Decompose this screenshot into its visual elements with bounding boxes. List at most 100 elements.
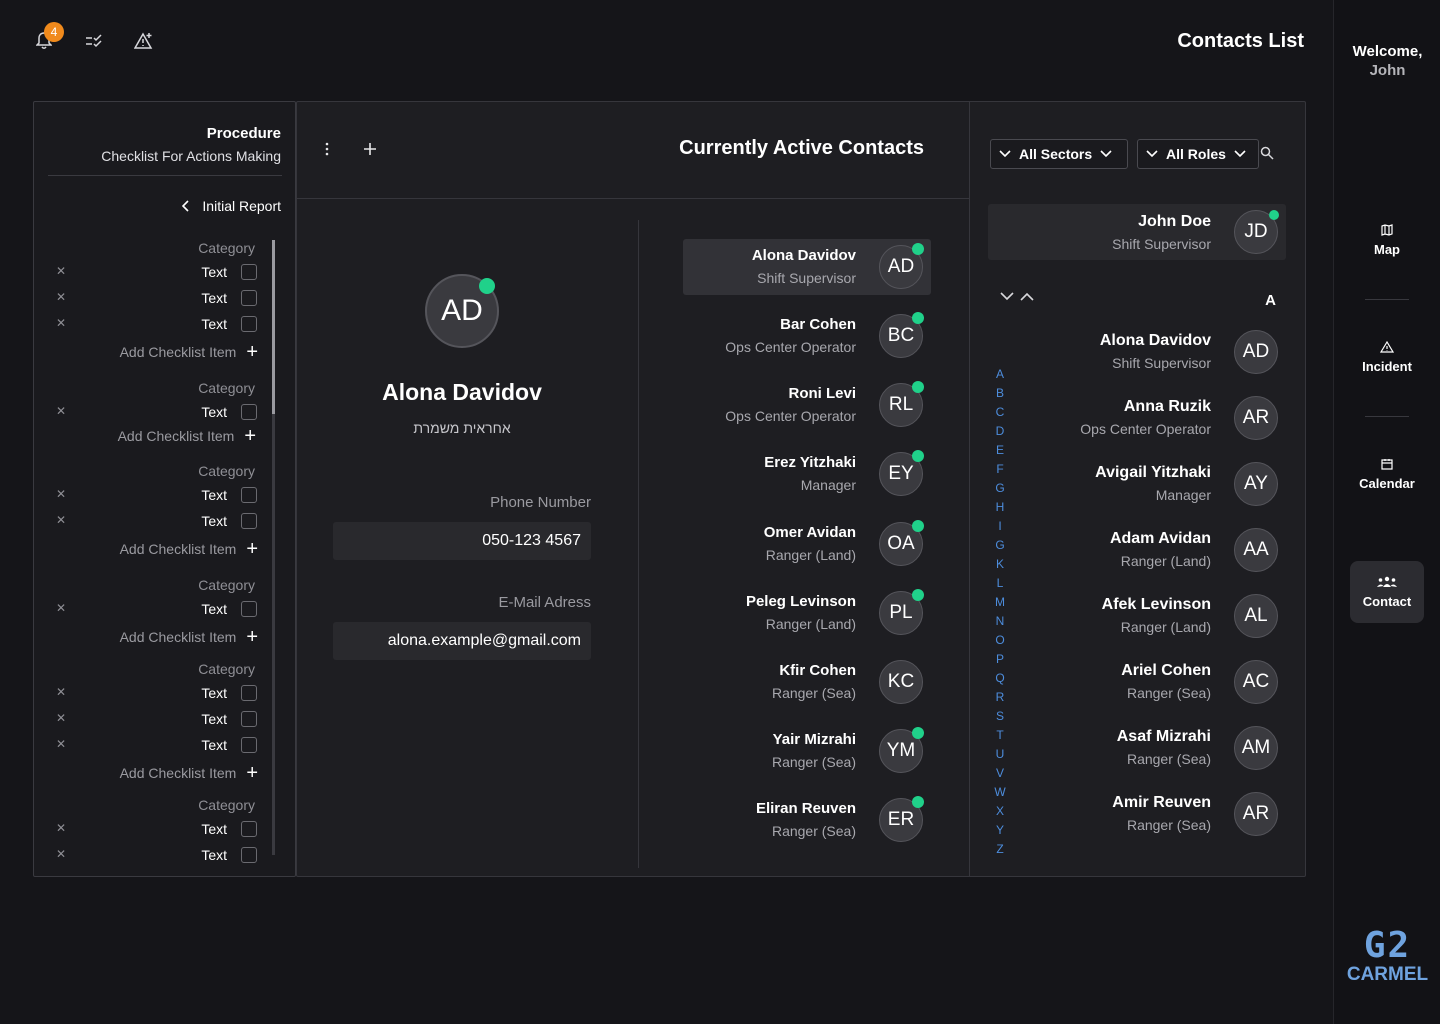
checklist-item: ✕ Text: [34, 684, 257, 704]
checklist-checkbox[interactable]: [241, 847, 257, 863]
checklist-checkbox[interactable]: [241, 821, 257, 837]
alphabet-letter[interactable]: H: [995, 500, 1005, 514]
alphabet-letter[interactable]: P: [995, 652, 1004, 666]
checklist-item-label: Text: [201, 601, 227, 617]
add-checklist-item-button[interactable]: Add Checklist Item +: [120, 627, 258, 647]
alphabet-letter[interactable]: Q: [995, 671, 1005, 685]
active-contact-item[interactable]: Bar Cohen Ops Center Operator BC: [683, 308, 931, 364]
checklist-checkbox[interactable]: [241, 711, 257, 727]
remove-item-icon[interactable]: ✕: [56, 847, 67, 861]
active-contact-item[interactable]: Kfir Cohen Ranger (Sea) KC: [683, 654, 931, 710]
rail-divider: [1365, 299, 1409, 300]
remove-item-icon[interactable]: ✕: [56, 316, 67, 330]
remove-item-icon[interactable]: ✕: [56, 404, 67, 418]
alphabet-letter[interactable]: K: [995, 557, 1004, 571]
directory-contact-item[interactable]: Amir Reuven Ranger (Sea) AR: [1030, 788, 1286, 844]
alphabet-letter[interactable]: O: [995, 633, 1005, 647]
active-contact-item[interactable]: Peleg Levinson Ranger (Land) PL: [683, 585, 931, 641]
alphabet-letter[interactable]: M: [995, 595, 1005, 609]
add-contact-button[interactable]: [363, 136, 377, 162]
checklist-checkbox[interactable]: [241, 487, 257, 503]
alphabet-letter[interactable]: W: [994, 785, 1006, 799]
alphabet-letter[interactable]: Z: [996, 842, 1004, 856]
checklist-checkbox[interactable]: [241, 737, 257, 753]
checklist-checkbox[interactable]: [241, 316, 257, 332]
directory-contact-item[interactable]: Ariel Cohen Ranger (Sea) AC: [1030, 656, 1286, 712]
rail-item-contact[interactable]: Contact: [1350, 561, 1424, 623]
remove-item-icon[interactable]: ✕: [56, 290, 67, 304]
directory-contact-item[interactable]: Afek Levinson Ranger (Land) AL: [1030, 590, 1286, 646]
alphabet-letter[interactable]: B: [995, 386, 1004, 400]
directory-contact-item[interactable]: Adam Avidan Ranger (Land) AA: [1030, 524, 1286, 580]
phone-field[interactable]: 050-123 4567: [333, 522, 591, 560]
checklist-checkbox[interactable]: [241, 513, 257, 529]
checklist-checkbox[interactable]: [241, 290, 257, 306]
roles-dropdown[interactable]: All Roles: [1137, 139, 1259, 169]
scrollbar[interactable]: [272, 240, 275, 855]
alphabet-letter[interactable]: N: [995, 614, 1005, 628]
checklist-button[interactable]: [84, 30, 104, 52]
add-checklist-item-button[interactable]: Add Checklist Item +: [118, 426, 256, 446]
scrollbar-thumb[interactable]: [272, 240, 275, 414]
email-field[interactable]: alona.example@gmail.com: [333, 622, 591, 660]
alphabet-letter[interactable]: X: [995, 804, 1004, 818]
sort-up-icon[interactable]: [1020, 292, 1034, 301]
active-contact-item[interactable]: Roni Levi Ops Center Operator RL: [683, 377, 931, 433]
sectors-dropdown[interactable]: All Sectors: [990, 139, 1128, 169]
current-user-card[interactable]: John Doe Shift Supervisor JD: [988, 204, 1286, 260]
checklist-checkbox[interactable]: [241, 264, 257, 280]
alphabet-letter[interactable]: R: [995, 690, 1005, 704]
alphabet-letter[interactable]: F: [996, 462, 1004, 476]
sort-controls: [1000, 292, 1034, 301]
checklist-item: ✕ Text: [34, 710, 257, 730]
active-contact-item[interactable]: Eliran Reuven Ranger (Sea) ER: [683, 792, 931, 848]
checklist-checkbox[interactable]: [241, 685, 257, 701]
back-button[interactable]: Initial Report: [182, 198, 281, 214]
alphabet-letter[interactable]: C: [995, 405, 1005, 419]
active-contact-item[interactable]: Alona Davidov Shift Supervisor AD: [683, 239, 931, 295]
search-button[interactable]: [1260, 146, 1274, 165]
add-checklist-item-button[interactable]: Add Checklist Item +: [120, 539, 258, 559]
alphabet-letter[interactable]: Y: [995, 823, 1004, 837]
sort-down-icon[interactable]: [1000, 292, 1014, 301]
remove-item-icon[interactable]: ✕: [56, 737, 67, 751]
alphabet-letter[interactable]: G: [995, 538, 1005, 552]
remove-item-icon[interactable]: ✕: [56, 513, 67, 527]
checklist-item: ✕ Text: [34, 315, 257, 335]
checklist-checkbox[interactable]: [241, 404, 257, 420]
checklist-item-label: Text: [201, 290, 227, 306]
online-indicator: [912, 243, 924, 255]
alphabet-letter[interactable]: E: [995, 443, 1004, 457]
active-contact-item[interactable]: Yair Mizrahi Ranger (Sea) YM: [683, 723, 931, 779]
notifications-button[interactable]: 4: [34, 22, 64, 52]
directory-contact-item[interactable]: Asaf Mizrahi Ranger (Sea) AM: [1030, 722, 1286, 778]
alphabet-letter[interactable]: T: [996, 728, 1004, 742]
add-checklist-item-button[interactable]: Add Checklist Item +: [120, 763, 258, 783]
more-options-button[interactable]: [325, 140, 329, 161]
add-alert-button[interactable]: [134, 30, 154, 52]
remove-item-icon[interactable]: ✕: [56, 264, 67, 278]
alphabet-letter[interactable]: A: [995, 367, 1004, 381]
alphabet-letter[interactable]: I: [998, 519, 1002, 533]
alphabet-letter[interactable]: U: [995, 747, 1005, 761]
remove-item-icon[interactable]: ✕: [56, 601, 67, 615]
directory-contact-item[interactable]: Avigail Yitzhaki Manager AY: [1030, 458, 1286, 514]
rail-item-incident[interactable]: Incident: [1350, 326, 1424, 388]
remove-item-icon[interactable]: ✕: [56, 711, 67, 725]
remove-item-icon[interactable]: ✕: [56, 685, 67, 699]
alphabet-letter[interactable]: L: [996, 576, 1004, 590]
alphabet-letter[interactable]: D: [995, 424, 1005, 438]
active-contact-item[interactable]: Omer Avidan Ranger (Land) OA: [683, 516, 931, 572]
add-checklist-item-button[interactable]: Add Checklist Item +: [120, 342, 258, 362]
rail-item-calendar[interactable]: Calendar: [1350, 443, 1424, 505]
alphabet-letter[interactable]: V: [995, 766, 1004, 780]
active-contact-item[interactable]: Erez Yitzhaki Manager EY: [683, 446, 931, 502]
alphabet-letter[interactable]: G: [995, 481, 1005, 495]
remove-item-icon[interactable]: ✕: [56, 821, 67, 835]
rail-item-map[interactable]: Map: [1350, 209, 1424, 271]
alphabet-letter[interactable]: S: [995, 709, 1004, 723]
remove-item-icon[interactable]: ✕: [56, 487, 67, 501]
checklist-checkbox[interactable]: [241, 601, 257, 617]
directory-contact-item[interactable]: Alona Davidov Shift Supervisor AD: [1030, 326, 1286, 382]
directory-contact-item[interactable]: Anna Ruzik Ops Center Operator AR: [1030, 392, 1286, 448]
